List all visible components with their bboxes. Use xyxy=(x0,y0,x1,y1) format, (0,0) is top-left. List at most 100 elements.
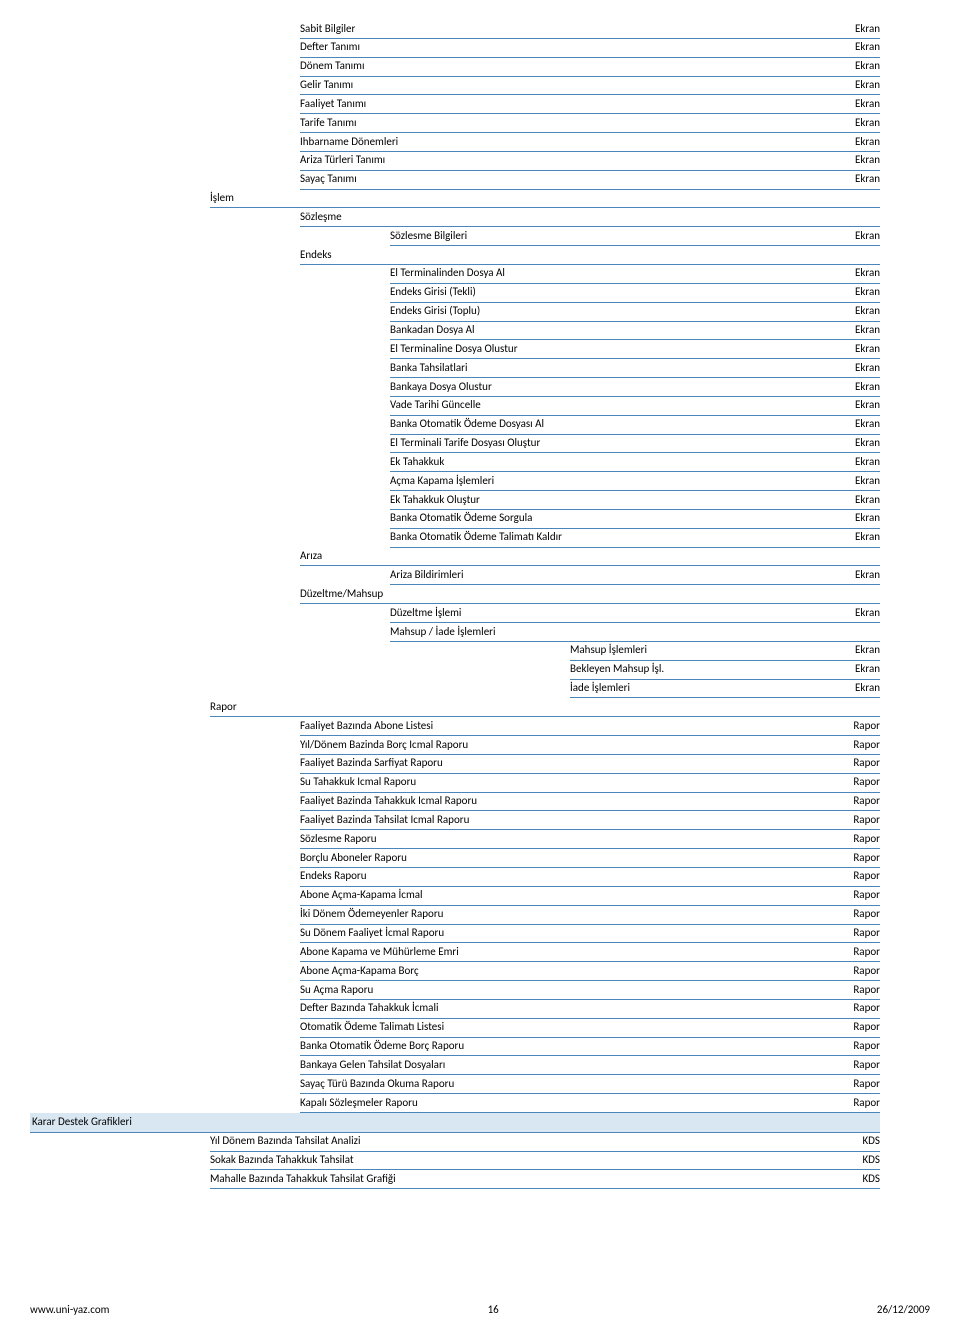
heading-label: Endeks xyxy=(300,248,880,263)
row-type: Rapor xyxy=(843,888,880,903)
row-type: Ekran xyxy=(845,606,880,621)
row-type: Rapor xyxy=(843,1020,880,1035)
row-type: Rapor xyxy=(843,794,880,809)
row-label: Ek Tahakkuk xyxy=(390,455,845,470)
row-type: Ekran xyxy=(845,361,880,376)
row-type: Ekran xyxy=(845,78,880,93)
row-label: El Terminalinden Dosya Al xyxy=(390,266,845,281)
rapor-row: Faaliyet Bazında Abone ListesiRapor xyxy=(300,717,880,736)
row-label: Sayaç Türü Bazında Okuma Raporu xyxy=(300,1077,843,1092)
row-label: Sözlesme Raporu xyxy=(300,832,843,847)
row-type: Ekran xyxy=(845,323,880,338)
row-label: Banka Otomatik Ödeme Dosyası Al xyxy=(390,417,845,432)
row-type: Rapor xyxy=(843,775,880,790)
row-label: Sözlesme Bilgileri xyxy=(390,229,845,244)
row-type: KDS xyxy=(852,1172,880,1187)
row-label: Abone Açma-Kapama İcmal xyxy=(300,888,843,903)
ariza-row: Ariza BildirimleriEkran xyxy=(390,566,880,585)
rapor-row: Yıl/Dönem Bazinda Borç Icmal RaporuRapor xyxy=(300,736,880,755)
row-type: Ekran xyxy=(845,568,880,583)
row-label: El Terminali Tarife Dosyası Oluştur xyxy=(390,436,845,451)
row-label: Banka Otomatik Ödeme Talimatı Kaldır xyxy=(390,530,845,545)
row-label: Ihbarname Dönemleri xyxy=(300,135,845,150)
kds-row: Mahalle Bazında Tahakkuk Tahsilat Grafiğ… xyxy=(210,1170,880,1189)
endeks-row: Banka Otomatik Ödeme Dosyası AlEkran xyxy=(390,416,880,435)
rapor-row: Abone Açma-Kapama İcmalRapor xyxy=(300,887,880,906)
row-type: Ekran xyxy=(845,304,880,319)
heading-sozlesme: Sözleşme xyxy=(300,208,880,227)
row-type: Ekran xyxy=(845,266,880,281)
endeks-row: El Terminali Tarife Dosyası OluşturEkran xyxy=(390,435,880,454)
row-type: Rapor xyxy=(843,851,880,866)
row-type: Rapor xyxy=(843,907,880,922)
row-type: Ekran xyxy=(845,436,880,451)
row-label: Ariza Türleri Tanımı xyxy=(300,153,845,168)
row-type: Rapor xyxy=(843,719,880,734)
page-footer: www.uni-yaz.com 16 26/12/2009 xyxy=(30,1303,930,1316)
row-label: Ariza Bildirimleri xyxy=(390,568,845,583)
row-label: Vade Tarihi Güncelle xyxy=(390,398,845,413)
heading-label: Rapor xyxy=(210,700,880,715)
heading-duzeltme: Düzeltme/Mahsup xyxy=(300,585,880,604)
row-label: Bekleyen Mahsup İşl. xyxy=(570,662,845,677)
row-type: Rapor xyxy=(843,945,880,960)
endeks-row: Vade Tarihi GüncelleEkran xyxy=(390,397,880,416)
row-label: Kapalı Sözleşmeler Raporu xyxy=(300,1096,843,1111)
row-label: Abone Açma-Kapama Borç xyxy=(300,964,843,979)
row-label: Ek Tahakkuk Oluştur xyxy=(390,493,845,508)
row-type: Ekran xyxy=(845,153,880,168)
heading-kds: Karar Destek Grafikleri xyxy=(30,1113,880,1133)
row-type: Ekran xyxy=(845,511,880,526)
heading-endeks: Endeks xyxy=(300,246,880,265)
rapor-row: Faaliyet Bazinda Tahsilat Icmal RaporuRa… xyxy=(300,811,880,830)
rapor-row: Borçlu Aboneler RaporuRapor xyxy=(300,849,880,868)
row-type: Rapor xyxy=(843,964,880,979)
rapor-row: Su Dönem Faaliyet İcmal RaporuRapor xyxy=(300,925,880,944)
row-label: Abone Kapama ve Mühürleme Emri xyxy=(300,945,843,960)
mahsup-row: Bekleyen Mahsup İşl.Ekran xyxy=(570,661,880,680)
heading-label: Düzeltme/Mahsup xyxy=(300,587,880,602)
heading-label: Arıza xyxy=(300,549,880,564)
row-label: Borçlu Aboneler Raporu xyxy=(300,851,843,866)
rapor-row: İki Dönem Ödemeyenler RaporuRapor xyxy=(300,906,880,925)
row-label: Sayaç Tanımı xyxy=(300,172,845,187)
row-type: Rapor xyxy=(843,1039,880,1054)
row-label: Mahsup İşlemleri xyxy=(570,643,845,658)
row-label: Sokak Bazında Tahakkuk Tahsilat xyxy=(210,1153,852,1168)
defs-row: Ihbarname DönemleriEkran xyxy=(300,133,880,152)
row-type: Ekran xyxy=(845,135,880,150)
row-type: Rapor xyxy=(843,756,880,771)
row-type: Ekran xyxy=(845,40,880,55)
endeks-row: Banka Otomatik Ödeme SorgulaEkran xyxy=(390,510,880,529)
rapor-row: Otomatik Ödeme Talimatı ListesiRapor xyxy=(300,1019,880,1038)
endeks-row: Bankaya Dosya OlusturEkran xyxy=(390,378,880,397)
duzeltme-row: Mahsup / İade İşlemleri xyxy=(390,623,880,642)
row-label: Endeks Raporu xyxy=(300,869,843,884)
row-label: Su Dönem Faaliyet İcmal Raporu xyxy=(300,926,843,941)
defs-row: Faaliyet TanımıEkran xyxy=(300,95,880,114)
row-type: Ekran xyxy=(845,172,880,187)
row-type: Rapor xyxy=(843,1001,880,1016)
mahsup-row: İade İşlemleriEkran xyxy=(570,680,880,699)
endeks-row: Banka TahsilatlariEkran xyxy=(390,359,880,378)
row-label: Faaliyet Bazinda Sarfiyat Raporu xyxy=(300,756,843,771)
row-label: Banka Otomatik Ödeme Borç Raporu xyxy=(300,1039,843,1054)
endeks-row: Bankadan Dosya AlEkran xyxy=(390,322,880,341)
footer-date: 26/12/2009 xyxy=(877,1303,930,1316)
rapor-row: Faaliyet Bazinda Tahakkuk Icmal RaporuRa… xyxy=(300,793,880,812)
rapor-row: Su Açma RaporuRapor xyxy=(300,981,880,1000)
heading-label: Karar Destek Grafikleri xyxy=(32,1115,880,1130)
row-label: Bankaya Dosya Olustur xyxy=(390,380,845,395)
row-label: Mahsup / İade İşlemleri xyxy=(390,625,880,640)
rapor-row: Su Tahakkuk Icmal RaporuRapor xyxy=(300,774,880,793)
row-label: İade İşlemleri xyxy=(570,681,845,696)
row-label: Endeks Girisi (Toplu) xyxy=(390,304,845,319)
row-label: Mahalle Bazında Tahakkuk Tahsilat Grafiğ… xyxy=(210,1172,852,1187)
footer-url: www.uni-yaz.com xyxy=(30,1303,109,1316)
heading-label: İşlem xyxy=(210,191,880,206)
row-type: Ekran xyxy=(845,662,880,677)
defs-row: Sayaç TanımıEkran xyxy=(300,171,880,190)
endeks-row: Ek Tahakkuk OluşturEkran xyxy=(390,491,880,510)
defs-row: Sabit BilgilerEkran xyxy=(300,20,880,39)
row-label: Defter Tanımı xyxy=(300,40,845,55)
